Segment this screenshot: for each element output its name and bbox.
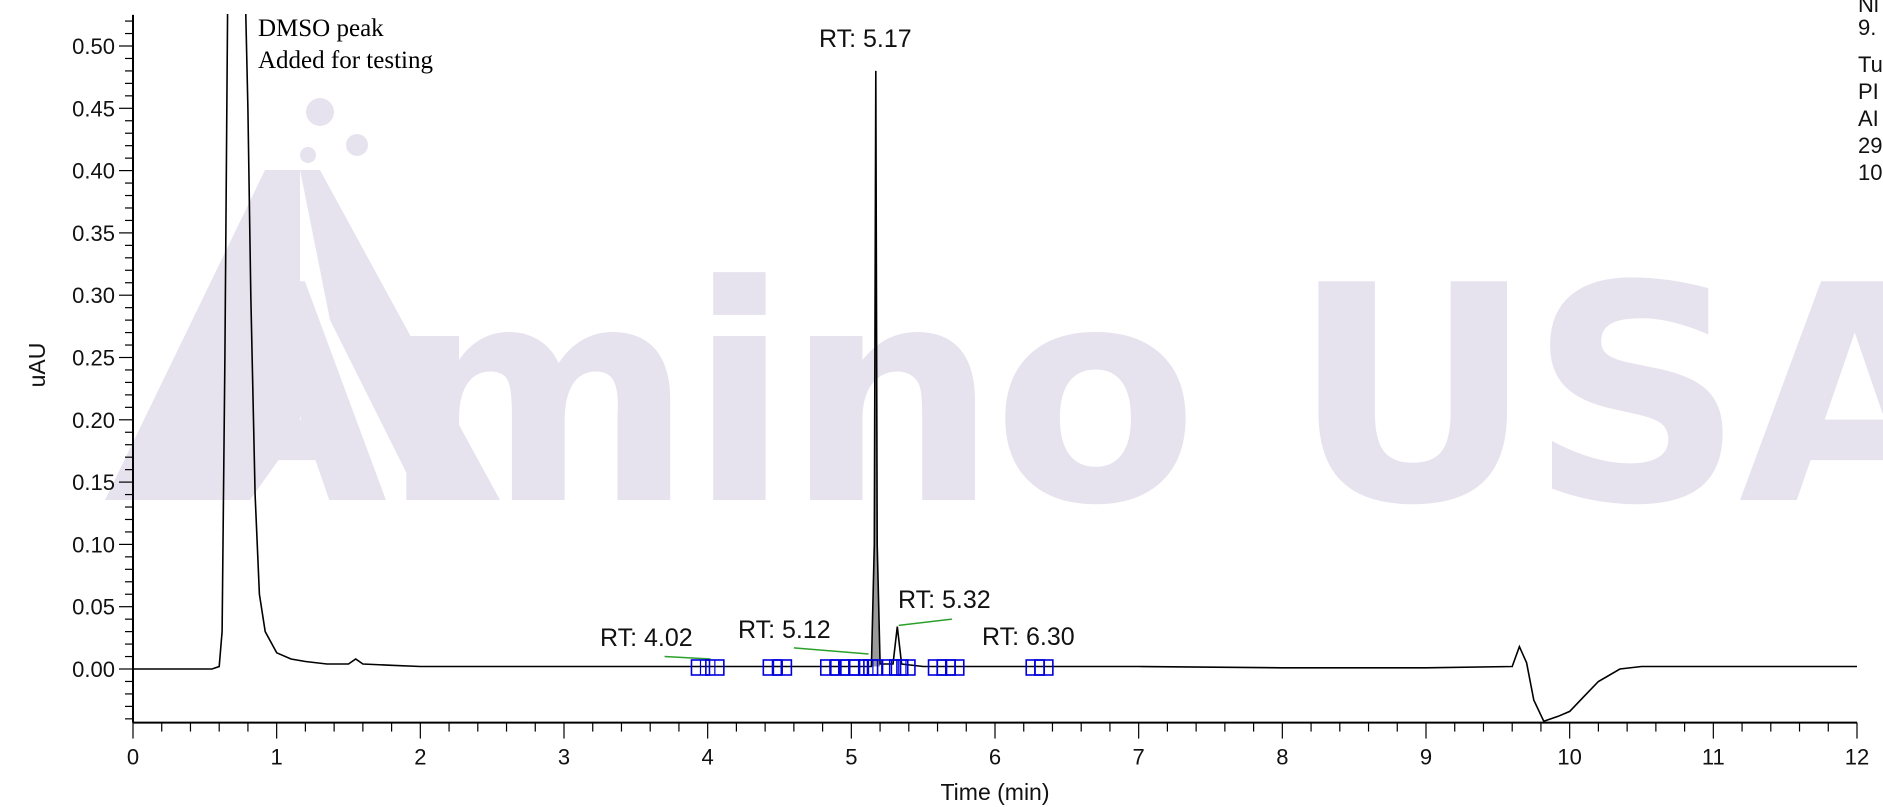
side-text-line: AI <box>1858 106 1879 131</box>
peak-label-4-02: RT: 4.02 <box>600 624 693 652</box>
series-trace <box>133 14 1857 723</box>
dmso-note-line2: Added for testing <box>258 47 433 74</box>
y-tick-label: 0.00 <box>72 657 115 682</box>
peak-label-5-32: RT: 5.32 <box>898 586 991 614</box>
annotations: DMSO peak Added for testing <box>258 15 433 74</box>
peak-label-5-12: RT: 5.12 <box>738 616 831 644</box>
peak-fill-rt-5-17 <box>871 70 881 667</box>
y-tick-label: 0.05 <box>72 595 115 620</box>
x-tick-label: 0 <box>127 745 139 770</box>
y-tick-label: 0.30 <box>72 283 115 308</box>
x-tick-label: 11 <box>1702 745 1725 770</box>
side-text-line: PI <box>1858 79 1879 104</box>
x-tick-label: 8 <box>1276 745 1288 770</box>
side-text-line: 29 <box>1858 133 1882 158</box>
side-text-line: Ni <box>1858 0 1879 17</box>
axes: 0.00 0.05 0.10 0.15 0.20 0.25 0.30 0.35 0.40 0.45… <box>24 14 1869 805</box>
baseline-segment-2 <box>898 618 952 627</box>
x-tick-label: 6 <box>989 745 1001 770</box>
side-text-line: 10 <box>1858 160 1882 185</box>
x-tick-label: 10 <box>1557 745 1581 770</box>
y-tick-label: 0.15 <box>72 470 115 495</box>
watermark: Amino USA <box>105 98 1883 571</box>
side-text-line: Tu <box>1858 52 1883 77</box>
x-tick-label: 7 <box>1133 745 1145 770</box>
y-tick-label: 0.35 <box>72 221 115 246</box>
side-text-line: 9. <box>1858 15 1876 40</box>
plot-area: RT: 4.02 RT: 5.12 RT: 5.17 RT: 5.32 RT: 6.30 <box>133 14 1857 723</box>
x-tick-label: 4 <box>702 745 714 770</box>
y-tick-label: 0.50 <box>72 34 115 59</box>
x-tick-label: 9 <box>1420 745 1432 770</box>
y-tick-label: 0.40 <box>72 159 115 184</box>
baseline-segment-0 <box>664 655 711 660</box>
peak-label-5-17: RT: 5.17 <box>819 25 912 53</box>
x-tick-label: 12 <box>1845 745 1869 770</box>
y-tick-label: 0.25 <box>72 346 115 371</box>
x-tick-label: 5 <box>845 745 857 770</box>
y-tick-label: 0.10 <box>72 532 115 557</box>
watermark-text: Amino USA <box>155 222 1883 571</box>
y-axis-title: uAU <box>24 343 50 388</box>
x-tick-label: 2 <box>414 745 426 770</box>
x-tick-label: 3 <box>558 745 570 770</box>
x-axis-title: Time (min) <box>940 779 1049 805</box>
baseline-segment-1 <box>793 647 869 655</box>
flask-logo-icon <box>105 98 500 500</box>
x-tick-label: 1 <box>271 745 283 770</box>
peak-label-6-30: RT: 6.30 <box>982 623 1075 651</box>
y-tick-label: 0.45 <box>72 96 115 121</box>
dmso-note-line1: DMSO peak <box>258 15 384 42</box>
y-tick-label: 0.20 <box>72 408 115 433</box>
